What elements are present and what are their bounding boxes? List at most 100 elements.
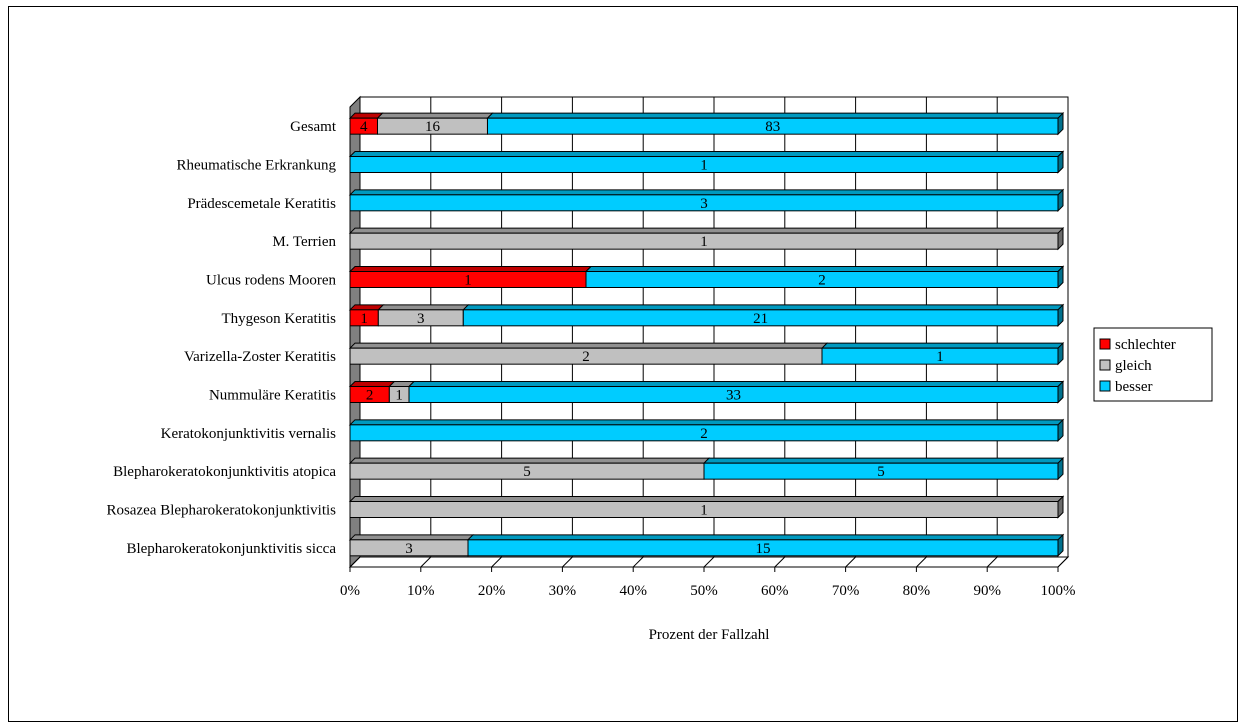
bar-top-face <box>376 112 494 119</box>
floor-gridline <box>845 556 856 568</box>
floor-gridline <box>774 556 786 568</box>
data-label: 5 <box>877 464 885 480</box>
x-tick-labels: 0% 10% 20% 30% 40% 50% 60% 70% 80% 90% 100% <box>340 583 1076 599</box>
legend-label: besser <box>1115 379 1153 395</box>
bars <box>348 111 1065 558</box>
category-label: Keratokonjunktivitis vernalis <box>161 426 337 442</box>
legend-label: gleich <box>1115 358 1152 374</box>
legend-box <box>1093 327 1213 402</box>
data-label: 16 <box>425 119 441 135</box>
category-label: Blepharokeratokonjunktivitis sicca <box>126 541 336 557</box>
bar-side-face <box>1057 226 1064 251</box>
bar-top-face <box>377 304 470 311</box>
bar-top-face <box>348 381 396 387</box>
data-label: 1 <box>360 311 368 327</box>
category-label: Ulcus rodens Mooren <box>206 273 336 289</box>
floor-gridline <box>491 556 502 568</box>
bar-side-face <box>1057 533 1064 558</box>
bar-side-face <box>1057 341 1064 366</box>
bar-top-face <box>348 266 593 272</box>
x-tick-label: 100% <box>1041 583 1076 599</box>
bar-top-face <box>584 266 1065 272</box>
bar-top-face <box>820 342 1065 349</box>
category-label: Blepharokeratokonjunktivitis atopica <box>113 464 336 480</box>
x-tick-label: 50% <box>690 583 718 599</box>
bar-top-face <box>348 227 1065 234</box>
legend-swatch-gleich <box>1099 359 1111 371</box>
x-tick-label: 20% <box>478 583 506 599</box>
bar-side-face <box>1057 303 1064 328</box>
bar-top-face <box>702 457 1065 464</box>
floor-gridline <box>562 556 573 568</box>
data-label: 2 <box>366 388 374 404</box>
category-label: M. Terrien <box>272 234 336 250</box>
data-label: 3 <box>417 311 425 327</box>
floor-gridline <box>703 556 715 568</box>
floor-gridline <box>986 556 998 568</box>
category-labels: Gesamt Rheumatische Erkrankung Prädescemet… <box>106 119 336 557</box>
bar-side-face <box>1057 495 1064 519</box>
category-label: Thygeson Keratitis <box>221 311 336 327</box>
category-label: Rheumatische Erkrankung <box>176 158 336 174</box>
x-tick-label: 70% <box>832 583 860 599</box>
category-label: Prädescemetale Keratitis <box>187 196 336 212</box>
data-label: 2 <box>582 349 590 365</box>
data-label: 2 <box>818 273 826 289</box>
bar-top-face <box>348 457 711 464</box>
x-tick-label: 90% <box>973 583 1001 599</box>
data-label: 1 <box>395 388 403 404</box>
floor-gridline <box>420 556 432 568</box>
x-tick-label: 40% <box>619 583 647 599</box>
data-label: 33 <box>726 388 741 404</box>
bar-top-face <box>348 496 1065 502</box>
bar-top-face <box>466 534 1065 541</box>
bar-top-face <box>486 112 1065 119</box>
data-label: 2 <box>700 426 708 442</box>
bar-side-face <box>1057 150 1064 174</box>
bar-side-face <box>1057 380 1064 404</box>
bar-top-face <box>407 381 1065 387</box>
floor-gridline <box>632 556 644 568</box>
floor-gridline <box>916 556 927 568</box>
data-label: 21 <box>753 311 768 327</box>
bar-top-face <box>348 189 1065 196</box>
data-label: 4 <box>360 119 368 135</box>
chart-frame: 4 16 83 1 3 1 1 2 1 3 21 2 1 2 1 33 2 5 5 1 3 15 Gesamt Rheuma… <box>8 6 1238 722</box>
bar-top-face <box>348 151 1065 157</box>
category-label: Gesamt <box>290 119 337 135</box>
bar-top-face <box>348 304 385 311</box>
x-tick-label: 30% <box>549 583 577 599</box>
x-tick-label: 80% <box>903 583 931 599</box>
legend-label: schlechter <box>1115 337 1176 353</box>
x-tick-label: 60% <box>761 583 789 599</box>
legend: schlechter gleich besser <box>1093 327 1213 402</box>
bar-top-face <box>348 342 829 349</box>
legend-swatch-besser <box>1099 380 1111 392</box>
x-axis-title: Prozent der Fallzahl <box>649 627 770 643</box>
category-label: Nummuläre Keratitis <box>209 388 336 404</box>
x-tick-label: 0% <box>340 583 360 599</box>
legend-swatch-schlechter <box>1099 338 1111 350</box>
data-label: 1 <box>700 503 708 519</box>
bar-top-face <box>348 534 475 541</box>
data-label: 1 <box>464 273 472 289</box>
data-label: 1 <box>936 349 944 365</box>
data-label: 3 <box>700 196 708 212</box>
back-wall <box>350 97 1068 567</box>
category-label: Varizella-Zoster Keratitis <box>184 349 336 365</box>
data-label: 5 <box>523 464 531 480</box>
bar-top-face <box>462 304 1065 311</box>
bar-side-face <box>1057 265 1064 289</box>
data-label: 83 <box>765 119 780 135</box>
gridlines <box>349 97 1069 572</box>
bar-side-face <box>1057 456 1064 481</box>
data-label: 3 <box>405 541 413 557</box>
data-label: 15 <box>756 541 771 557</box>
data-label: 1 <box>700 158 708 174</box>
x-tick-label: 10% <box>407 583 435 599</box>
floor-gridline <box>349 556 361 568</box>
floor-gridline <box>1057 556 1069 568</box>
bar-side-face <box>1057 111 1064 136</box>
